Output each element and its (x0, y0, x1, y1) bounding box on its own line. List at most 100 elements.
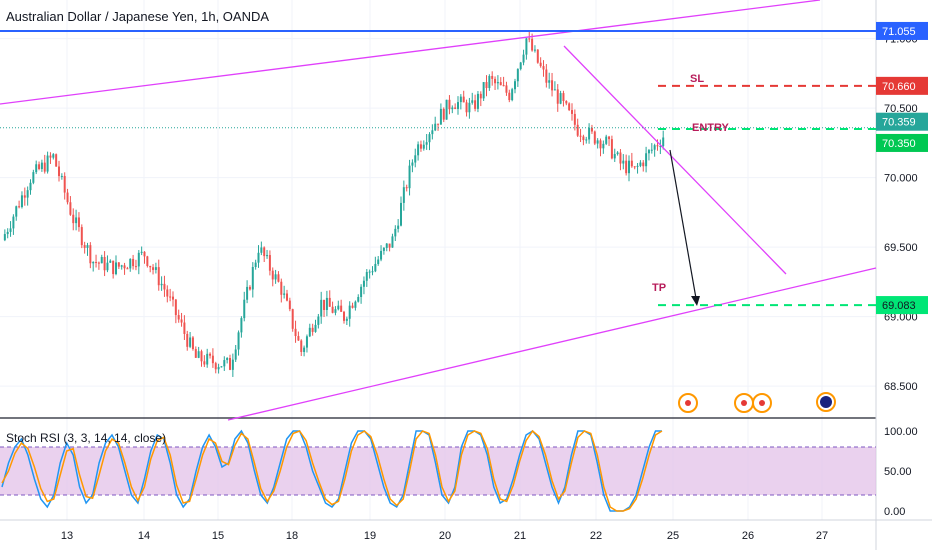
candle-body (69, 202, 72, 215)
candle-body (625, 160, 628, 174)
candle-body (391, 236, 394, 248)
candle-body (191, 337, 194, 350)
price-badge-sl-text: 70.660 (882, 81, 916, 93)
candle-body (20, 195, 23, 208)
candle-body (571, 110, 573, 114)
candle-body (149, 265, 152, 268)
tp-label: TP (652, 282, 666, 294)
candle-body (565, 101, 568, 104)
candle-body (203, 361, 206, 365)
candle-body (35, 164, 38, 173)
candle-body (494, 78, 497, 84)
candle-body (311, 327, 314, 332)
candle-body (172, 296, 174, 300)
candle-body (52, 154, 55, 158)
candle-body (531, 38, 534, 51)
candle-body (314, 324, 317, 332)
candle-body (12, 216, 15, 229)
candle-body (26, 190, 29, 198)
candle-body (610, 139, 613, 159)
candle-body (659, 146, 662, 148)
candle-body (126, 268, 129, 270)
candle-body (642, 162, 645, 167)
candle-body (169, 296, 172, 298)
candle-body (166, 289, 169, 297)
price-badge-tp-text: 69.083 (882, 300, 916, 312)
candle-body (377, 259, 380, 264)
flag-icon (820, 396, 832, 408)
price-badge-resistance-text: 71.055 (882, 26, 916, 38)
candle-body (237, 332, 240, 350)
candle-body (194, 349, 197, 358)
candle-body (400, 202, 402, 226)
drawings: SL ENTRY TP (0, 0, 877, 421)
price-badge-entry-text: 70.350 (882, 138, 916, 150)
candle-body (240, 318, 243, 333)
candle-body (337, 305, 340, 310)
price-badge-resistance (876, 21, 928, 40)
candle-body (55, 154, 58, 167)
stoch-series-k (1, 429, 662, 512)
candle-body (459, 96, 462, 103)
candle-body (536, 49, 539, 63)
candle-body (573, 113, 576, 125)
candle-body (451, 107, 454, 110)
candle-body (63, 175, 66, 193)
candle-body (650, 149, 653, 151)
candle-body (120, 265, 123, 267)
candle-body (206, 353, 209, 365)
candle-body (482, 82, 485, 99)
candle-body (152, 267, 155, 270)
candle-body (328, 297, 331, 307)
candle-body (371, 271, 374, 273)
candle-body (462, 96, 465, 103)
candle-body (633, 166, 636, 168)
candle-body (605, 136, 608, 144)
price-badge-last-text: 70.359 (882, 117, 916, 129)
candle-body (163, 283, 166, 290)
candle-body (186, 333, 189, 347)
candle-body (129, 258, 132, 269)
candle-body (508, 92, 511, 101)
stoch-series-d (1, 429, 663, 512)
candle-body (75, 217, 78, 224)
candle-body (365, 272, 368, 281)
candle-body (476, 93, 479, 109)
candle-body (291, 309, 294, 329)
candle-body (49, 155, 52, 158)
candle-body (243, 299, 246, 319)
candle-body (297, 336, 300, 341)
candle-body (9, 228, 12, 232)
entry-label: ENTRY (692, 122, 730, 134)
time-tick-label: 19 (364, 530, 376, 542)
candle-body (579, 135, 582, 137)
candle-body (160, 283, 163, 286)
candle-body (485, 82, 488, 89)
candle-body (653, 145, 656, 150)
candle-body (422, 144, 425, 149)
candle-body (542, 66, 545, 70)
candle-body (417, 144, 420, 156)
candle-body (323, 299, 326, 310)
time-tick-label: 18 (286, 530, 298, 542)
event-markers (678, 392, 836, 413)
price-tick-label: 68.500 (884, 381, 918, 393)
candle-body (511, 89, 514, 101)
candle-body (214, 363, 217, 370)
candle-body (226, 357, 229, 361)
candle-body (411, 162, 414, 166)
candle-body (58, 166, 60, 177)
candle-body (274, 274, 277, 280)
candle-body (343, 311, 345, 321)
candle-body (43, 162, 46, 172)
price-tick-label: 70.500 (884, 103, 918, 115)
candle-body (368, 271, 371, 273)
candle-body (474, 100, 477, 109)
economic-event-icon-dot (759, 400, 765, 406)
candle-body (382, 247, 385, 251)
candle-body (231, 359, 234, 370)
candle-body (374, 263, 377, 272)
candle-body (300, 340, 303, 352)
